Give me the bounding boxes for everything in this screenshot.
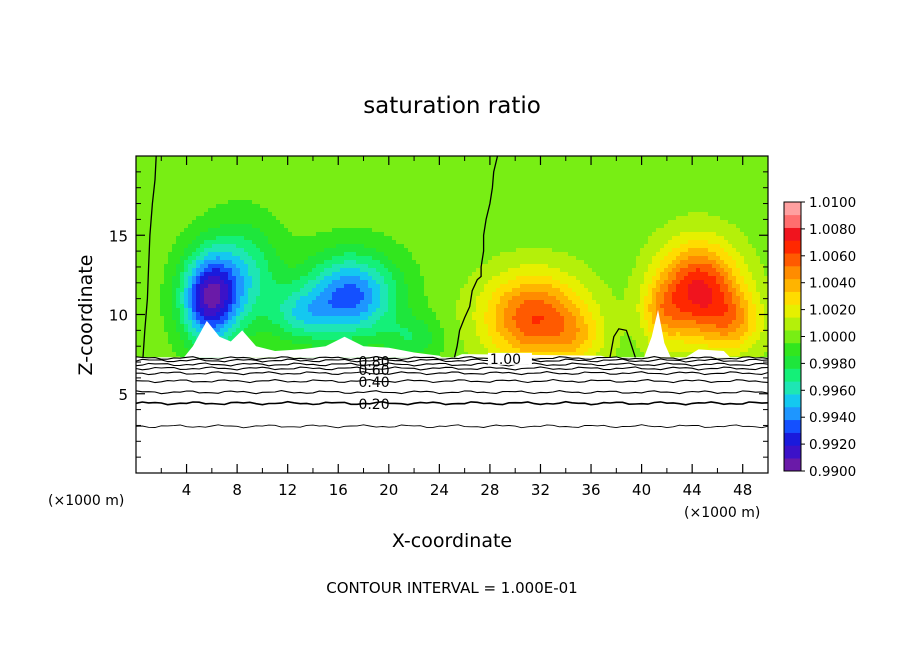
colorbar-swatch [784, 317, 801, 330]
below-cloud-region [136, 357, 768, 473]
x-tick-label: 16 [329, 481, 348, 499]
colorbar-tick-label: 0.9900 [809, 464, 856, 480]
colorbar-swatch [784, 343, 801, 356]
colorbar-swatch [784, 356, 801, 369]
colorbar-tick-label: 0.9960 [809, 383, 856, 399]
colorbar: 0.9900 0.9920 0.9940 0.9960 0.9980 1.0000 1.00… [784, 195, 856, 480]
x-tick-label: 36 [581, 481, 600, 499]
heatmap-field [136, 156, 769, 361]
x-unit-left: (×1000 m) [48, 493, 124, 509]
x-tick-label: 44 [683, 481, 702, 499]
x-axis-label: X-coordinate [392, 530, 512, 552]
contour-label: 0.20 [358, 397, 389, 413]
colorbar-swatch [784, 445, 801, 458]
colorbar-swatch [784, 240, 801, 253]
colorbar-swatch [784, 228, 801, 241]
y-tick-label: 15 [109, 227, 128, 245]
colorbar-swatch [784, 394, 801, 407]
colorbar-swatch [784, 215, 801, 228]
colorbar-tick-label: 1.0080 [809, 222, 856, 238]
colorbar-swatch [784, 253, 801, 266]
x-tick-label: 12 [278, 481, 297, 499]
colorbar-swatch [784, 420, 801, 433]
colorbar-tick-label: 0.9940 [809, 410, 856, 426]
x-tick-label: 20 [379, 481, 398, 499]
contour-interval-note: CONTOUR INTERVAL = 1.000E-01 [326, 579, 577, 597]
colorbar-swatch [784, 202, 801, 215]
y-axis-label: Z-coordinate [75, 255, 97, 376]
chart-title: saturation ratio [363, 93, 541, 119]
y-tick-label: 5 [118, 386, 128, 404]
contour-label: 1.00 [490, 352, 521, 368]
colorbar-tick-label: 1.0020 [809, 303, 856, 319]
colorbar-tick-label: 0.9980 [809, 356, 856, 372]
colorbar-swatch [784, 330, 801, 343]
x-tick-label: 40 [632, 481, 651, 499]
x-tick-label: 24 [430, 481, 449, 499]
x-tick-label: 48 [733, 481, 752, 499]
contour-label: 0.80 [358, 354, 389, 370]
colorbar-tick-label: 1.0040 [809, 276, 856, 292]
colorbar-tick-label: 0.9920 [809, 437, 856, 453]
y-tick-label: 10 [109, 307, 128, 325]
x-tick-label: 8 [232, 481, 242, 499]
colorbar-swatch [784, 433, 801, 446]
colorbar-swatch [784, 458, 801, 471]
x-tick-label: 32 [531, 481, 550, 499]
x-tick-label: 4 [182, 481, 192, 499]
colorbar-tick-label: 1.0100 [809, 195, 856, 211]
x-tick-label: 28 [480, 481, 499, 499]
colorbar-tick-label: 1.0060 [809, 249, 856, 265]
colorbar-swatch [784, 304, 801, 317]
colorbar-swatch [784, 407, 801, 420]
colorbar-swatch [784, 266, 801, 279]
colorbar-tick-label: 1.0000 [809, 330, 856, 346]
colorbar-swatch [784, 279, 801, 292]
colorbar-swatch [784, 292, 801, 305]
x-unit-right: (×1000 m) [684, 505, 760, 521]
colorbar-swatch [784, 381, 801, 394]
colorbar-swatch [784, 369, 801, 382]
